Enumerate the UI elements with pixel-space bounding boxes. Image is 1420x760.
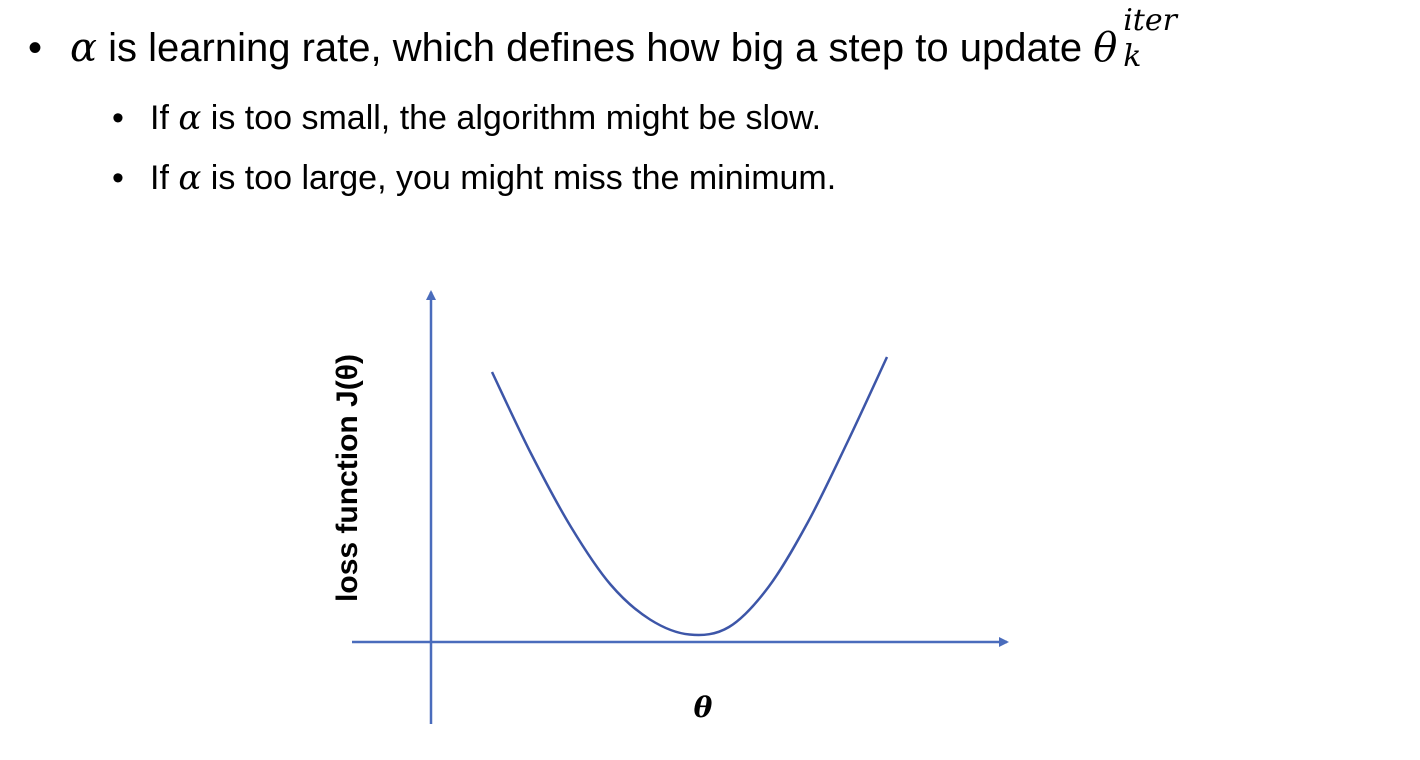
y-axis-label: loss function J(θ) — [331, 354, 364, 602]
sub-bullet-prefix: If — [150, 159, 179, 197]
x-axis-label: θ — [694, 691, 713, 724]
alpha-symbol: α — [70, 25, 98, 71]
sub-bullet-prefix: If — [150, 99, 179, 137]
sub-bullet-text: is too large, you might miss the minimum… — [201, 159, 837, 197]
bullet-dot: • — [28, 26, 43, 70]
alpha-symbol: α — [178, 98, 202, 138]
main-bullet: • α is learning rate, which defines how b… — [28, 6, 1177, 78]
sub-bullet-small: • If α is too small, the algorithm might … — [112, 94, 821, 142]
theta-k-iter: θ iter k — [1093, 6, 1177, 78]
loss-curve — [490, 356, 889, 637]
main-bullet-text: is learning rate, which defines how big … — [97, 26, 1094, 70]
subscript-k: k — [1123, 39, 1142, 74]
bullet-dot: • — [112, 159, 124, 197]
alpha-symbol: α — [178, 158, 202, 198]
bullet-dot: • — [112, 99, 124, 137]
theta-symbol: θ — [1093, 25, 1118, 71]
sub-bullet-large: • If α is too large, you might miss the m… — [112, 154, 836, 202]
superscript-iter: iter — [1123, 3, 1177, 38]
sub-bullet-text: is too small, the algorithm might be slo… — [201, 99, 822, 137]
